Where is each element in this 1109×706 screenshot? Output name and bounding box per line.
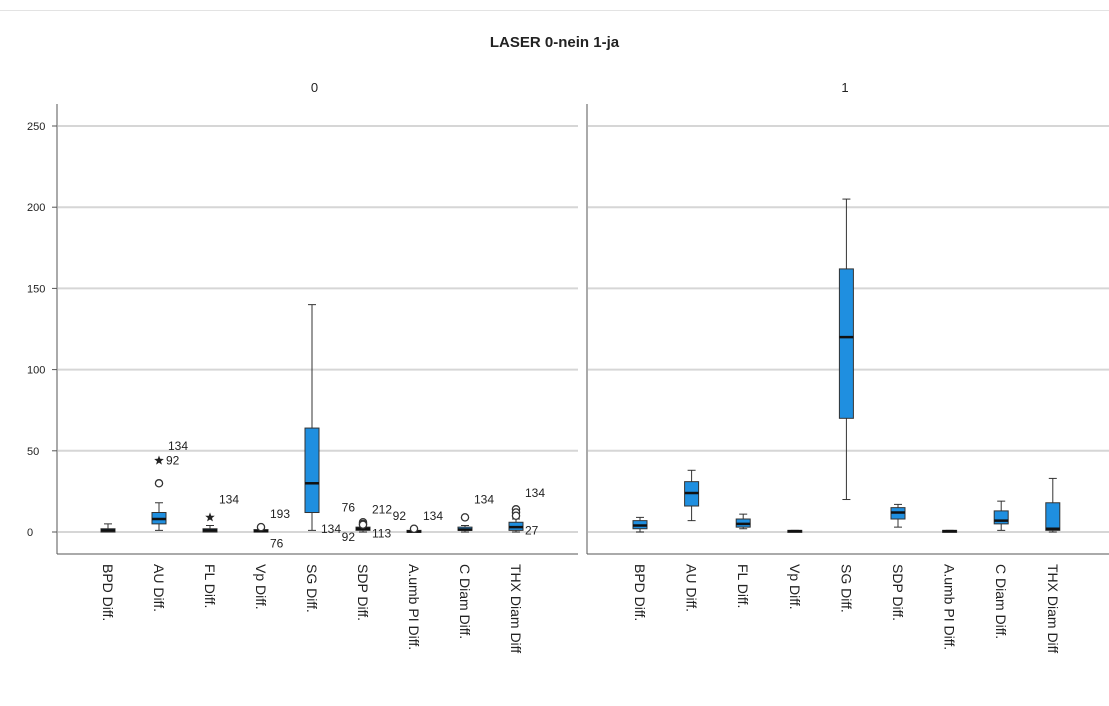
outlier-id-label-sdp-diff-panel-0-6: 212 <box>372 502 392 516</box>
outlier-id-label-sdp-diff-panel-0-5: 76 <box>342 501 356 515</box>
outlier-id-label-vp-diff-panel-0-2: 193 <box>270 507 290 521</box>
panel-label-1: 1 <box>841 80 848 95</box>
outlier-id-label-sdp-diff-panel-0-7: 92 <box>342 530 356 544</box>
outlier-id-label-a-umb-pi-diff-panel-0-10: 134 <box>423 509 443 523</box>
category-label-au-diff-panel-0: AU Diff. <box>151 564 167 612</box>
category-label-fl-diff-panel-1: FL Diff. <box>735 564 751 608</box>
category-label-c-diam-diff-panel-0: C Diam Diff. <box>457 564 473 639</box>
category-label-fl-diff-panel-0: FL Diff. <box>202 564 218 608</box>
y-tick-label-250: 250 <box>27 121 45 133</box>
category-label-vp-diff-panel-0: Vp Diff. <box>253 564 269 610</box>
category-label-c-diam-diff-panel-1: C Diam Diff. <box>993 564 1009 639</box>
category-label-bpd-diff-panel-1: BPD Diff. <box>632 564 648 621</box>
outlier-id-label-a-umb-pi-diff-panel-0-9: 92 <box>393 509 407 523</box>
box-sg-diff-panel-1-box <box>839 269 853 418</box>
category-label-thx-diam-diff-panel-1: THX Diam Diff <box>1045 564 1061 653</box>
outlier-c-diam-diff-panel-0-8-circle <box>461 514 468 521</box>
outlier-id-label-sg-diff-panel-0-4: 134 <box>321 522 341 536</box>
category-label-bpd-diff-panel-0: BPD Diff. <box>100 564 116 621</box>
y-tick-label-50: 50 <box>27 446 39 458</box>
category-label-sdp-diff-panel-0: SDP Diff. <box>355 564 371 621</box>
outlier-id-label-fl-diff-panel-0-1: 134 <box>219 493 239 507</box>
outlier-au-diff-panel-0-1-label: 92 <box>166 454 180 468</box>
category-label-a-umb-pi-diff-panel-0: A.umb PI Diff. <box>406 564 422 650</box>
outlier-vp-diff-panel-0-3-circle <box>257 524 264 531</box>
category-label-sg-diff-panel-0: SG Diff. <box>304 564 320 613</box>
outlier-au-diff-panel-0-0-circle <box>155 480 162 487</box>
outlier-id-label-au-diff-panel-0-0: 134 <box>168 439 188 453</box>
outlier-a-umb-pi-diff-panel-0-7-circle <box>410 525 417 532</box>
box-c-diam-diff-panel-1-box <box>994 511 1008 524</box>
outlier-au-diff-panel-0-1-star <box>154 456 164 465</box>
category-label-vp-diff-panel-1: Vp Diff. <box>787 564 803 610</box>
y-tick-label-200: 200 <box>27 202 45 214</box>
outlier-fl-diff-panel-0-2-star <box>205 512 215 521</box>
category-label-sdp-diff-panel-1: SDP Diff. <box>890 564 906 621</box>
category-label-thx-diam-diff-panel-0: THX Diam Diff <box>508 564 524 653</box>
y-tick-label-150: 150 <box>27 283 45 295</box>
category-label-a-umb-pi-diff-panel-1: A.umb PI Diff. <box>942 564 958 650</box>
outlier-id-label-vp-diff-panel-0-3: 76 <box>270 536 284 550</box>
category-label-sg-diff-panel-1: SG Diff. <box>838 564 854 613</box>
outlier-id-label-c-diam-diff-panel-0-11: 134 <box>474 493 494 507</box>
panel-label-0: 0 <box>311 80 318 95</box>
outlier-id-label-thx-diam-diff-panel-0-12: 134 <box>525 486 545 500</box>
outlier-id-label-thx-diam-diff-panel-0-13: 27 <box>525 523 539 537</box>
outlier-thx-diam-diff-panel-0-11-circle <box>512 512 519 519</box>
outlier-sdp-diff-panel-0-6-circle <box>359 521 366 528</box>
box-thx-diam-diff-panel-1-box <box>1046 503 1060 531</box>
outlier-id-label-sdp-diff-panel-0-8: 113 <box>372 527 391 541</box>
box-sg-diff-panel-0-box <box>305 428 319 512</box>
y-tick-label-0: 0 <box>27 527 33 539</box>
category-label-au-diff-panel-1: AU Diff. <box>684 564 700 612</box>
y-tick-label-100: 100 <box>27 365 45 377</box>
